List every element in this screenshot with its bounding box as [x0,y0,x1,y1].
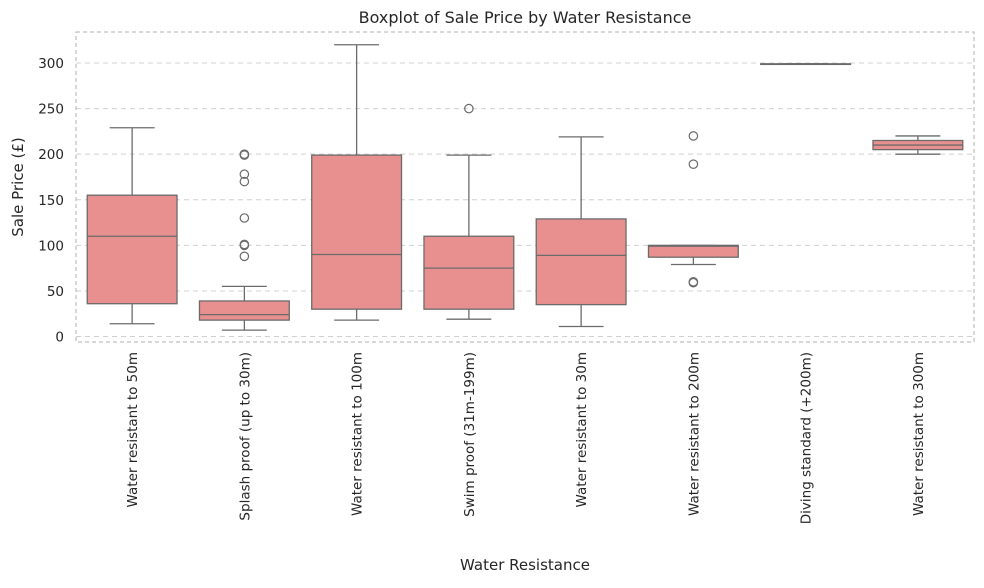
outlier-point [239,176,250,187]
plot-frame [75,31,975,343]
x-tick-label: Water resistant to 200m [686,352,702,516]
outlier-point [239,149,250,159]
outlier-point [239,169,250,180]
box-iqr [535,218,627,306]
y-tick-label: 200 [38,147,64,163]
x-tick-label: Water resistant to 30m [574,352,590,507]
box-group [86,127,178,325]
y-tick-label: 300 [38,56,64,72]
x-tick-label: Diving standard (+200m) [799,352,815,524]
outlier-point [239,239,250,250]
box-iqr [423,235,515,310]
box-group [198,149,290,331]
outlier-point [688,131,699,141]
box-group [760,63,852,66]
y-tick-label: 150 [38,193,64,209]
x-tick-label: Water resistant to 50m [125,352,141,507]
x-tick-label: Swim proof (31m-199m) [462,352,478,517]
outlier-point [464,103,474,114]
x-tick-labels: Water resistant to 50m Splash proof (up t… [125,352,927,524]
x-tick-label: Water resistant to 100m [350,352,366,516]
box-group [535,136,627,328]
outlier-point [239,213,250,223]
y-axis-label: Sale Price (£) [9,137,27,237]
box-iqr [311,154,403,310]
box-group [311,44,403,321]
x-tick-label: Splash proof (up to 30m) [237,352,253,521]
y-tick-label: 250 [38,102,64,118]
x-tick-label: Water resistant to 300m [911,352,927,516]
outlier-point [688,277,699,287]
y-tick-labels: 0 50 100 150 200 250 300 [38,56,64,346]
outlier-point [688,159,699,170]
grid-lines [76,62,974,338]
box-iqr [86,194,178,305]
boxes-layer [86,44,964,331]
box-iqr [647,244,739,258]
y-tick-label: 0 [55,330,64,346]
outlier-point [239,251,250,262]
box-iqr [198,300,290,321]
box-group [423,103,515,320]
y-tick-label: 100 [38,238,64,254]
box-group [872,135,964,155]
chart-title: Boxplot of Sale Price by Water Resistanc… [359,8,692,27]
box-group [647,131,739,288]
y-tick-label: 50 [47,284,64,300]
x-axis-label: Water Resistance [460,556,590,574]
